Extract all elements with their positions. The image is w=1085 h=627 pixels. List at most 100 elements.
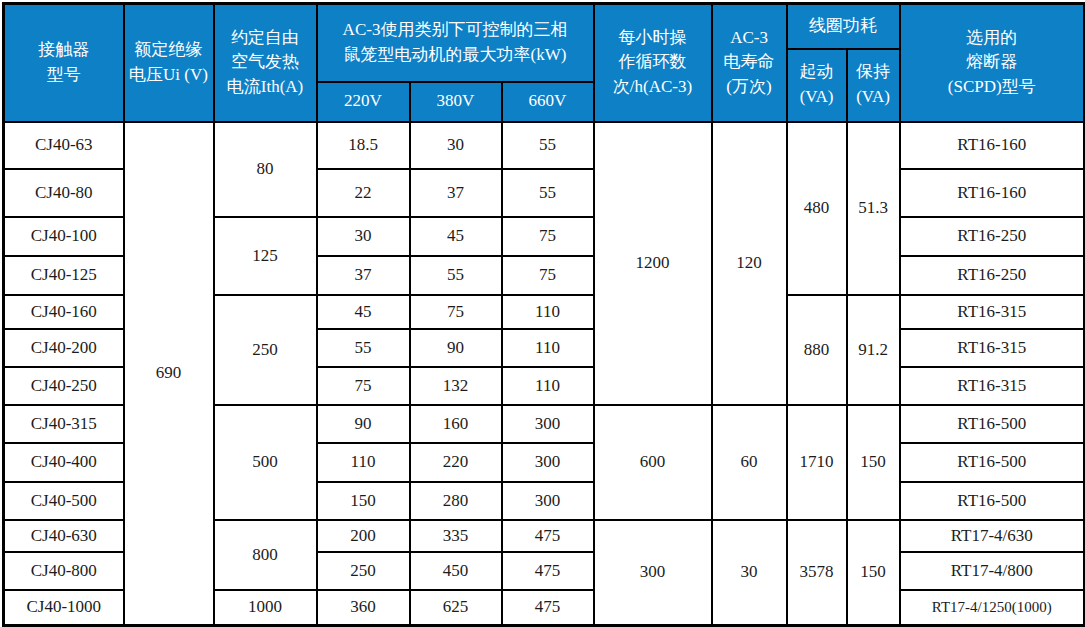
cell-p660: 75: [502, 256, 594, 295]
cell-fuse: RT16-315: [900, 367, 1085, 405]
header-operating-cycles: 每小时操 作循环数 次/h(AC-3): [594, 4, 712, 122]
cell-p220: 110: [317, 443, 410, 482]
cell-electrical-life: 60: [712, 405, 787, 520]
cell-p660: 55: [502, 122, 594, 169]
cell-p660: 110: [502, 329, 594, 367]
cell-p380: 280: [410, 482, 502, 520]
cell-fuse: RT16-500: [900, 443, 1085, 482]
cell-ith: 125: [214, 217, 317, 295]
cell-coil-start: 3578: [787, 520, 847, 626]
cell-p660: 300: [502, 482, 594, 520]
cell-fuse: RT16-250: [900, 217, 1085, 256]
header-rated-insulation-voltage: 额定绝缘 电压Ui (V): [124, 4, 214, 122]
header-model: 接触器 型号: [4, 4, 124, 122]
cell-p380: 160: [410, 405, 502, 443]
cell-p660: 300: [502, 443, 594, 482]
cell-p380: 30: [410, 122, 502, 169]
cell-p220: 30: [317, 217, 410, 256]
cell-ops-cycles: 300: [594, 520, 712, 626]
cell-p380: 450: [410, 552, 502, 590]
cell-coil-hold: 150: [847, 405, 900, 520]
cell-p220: 18.5: [317, 122, 410, 169]
cell-coil-start: 1710: [787, 405, 847, 520]
cell-p380: 45: [410, 217, 502, 256]
cell-p660: 475: [502, 590, 594, 626]
cell-model: CJ40-63: [4, 122, 124, 169]
cell-coil-hold: 51.3: [847, 122, 900, 295]
cell-model: CJ40-160: [4, 295, 124, 329]
cell-model: CJ40-630: [4, 520, 124, 552]
cell-electrical-life: 120: [712, 122, 787, 405]
cell-ops-cycles: 600: [594, 405, 712, 520]
page: 接触器 型号 额定绝缘 电压Ui (V) 约定自由 空气发热 电流Ith(A) …: [0, 0, 1085, 627]
cell-fuse: RT17-4/630: [900, 520, 1085, 552]
cell-fuse: RT16-315: [900, 295, 1085, 329]
cell-fuse: RT16-315: [900, 329, 1085, 367]
cell-p380: 132: [410, 367, 502, 405]
table-row: CJ40-63 690 80 18.5 30 55 1200 120 480 5…: [4, 122, 1085, 169]
cell-p220: 22: [317, 169, 410, 217]
cell-ith: 250: [214, 295, 317, 405]
cell-fuse: RT16-160: [900, 169, 1085, 217]
cell-model: CJ40-1000: [4, 590, 124, 626]
header-thermal-current: 约定自由 空气发热 电流Ith(A): [214, 4, 317, 122]
cell-model: CJ40-100: [4, 217, 124, 256]
cell-electrical-life: 30: [712, 520, 787, 626]
cell-p220: 55: [317, 329, 410, 367]
cell-coil-hold: 91.2: [847, 295, 900, 405]
cell-coil-hold: 150: [847, 520, 900, 626]
cell-ops-cycles: 1200: [594, 122, 712, 405]
cell-coil-start: 880: [787, 295, 847, 405]
cell-rated-voltage: 690: [124, 122, 214, 626]
cell-p220: 200: [317, 520, 410, 552]
cell-coil-start: 480: [787, 122, 847, 295]
header-max-power-group: AC-3使用类别下可控制的三相 鼠笼型电动机的最大功率(kW): [317, 4, 594, 82]
cell-p380: 75: [410, 295, 502, 329]
cell-p660: 75: [502, 217, 594, 256]
cell-p220: 75: [317, 367, 410, 405]
cell-p660: 55: [502, 169, 594, 217]
cell-fuse: RT17-4/800: [900, 552, 1085, 590]
header-voltage-380: 380V: [410, 82, 502, 122]
cell-fuse: RT16-160: [900, 122, 1085, 169]
header-voltage-660: 660V: [502, 82, 594, 122]
header-voltage-220: 220V: [317, 82, 410, 122]
cell-p380: 55: [410, 256, 502, 295]
cell-p660: 110: [502, 295, 594, 329]
cell-model: CJ40-800: [4, 552, 124, 590]
header-row-1: 接触器 型号 额定绝缘 电压Ui (V) 约定自由 空气发热 电流Ith(A) …: [4, 4, 1085, 49]
cell-p660: 110: [502, 367, 594, 405]
header-coil-start: 起动 (VA): [787, 49, 847, 122]
cell-model: CJ40-80: [4, 169, 124, 217]
table-header: 接触器 型号 额定绝缘 电压Ui (V) 约定自由 空气发热 电流Ith(A) …: [4, 4, 1085, 122]
cell-model: CJ40-250: [4, 367, 124, 405]
cell-fuse: RT16-250: [900, 256, 1085, 295]
contactor-spec-table: 接触器 型号 额定绝缘 电压Ui (V) 约定自由 空气发热 电流Ith(A) …: [2, 2, 1085, 627]
cell-p380: 90: [410, 329, 502, 367]
cell-model: CJ40-200: [4, 329, 124, 367]
cell-p220: 90: [317, 405, 410, 443]
cell-fuse: RT17-4/1250(1000): [900, 590, 1085, 626]
cell-ith: 800: [214, 520, 317, 590]
cell-p660: 475: [502, 520, 594, 552]
cell-p660: 300: [502, 405, 594, 443]
cell-model: CJ40-315: [4, 405, 124, 443]
cell-p220: 360: [317, 590, 410, 626]
cell-p380: 220: [410, 443, 502, 482]
cell-p220: 250: [317, 552, 410, 590]
cell-model: CJ40-400: [4, 443, 124, 482]
cell-model: CJ40-125: [4, 256, 124, 295]
cell-ith: 1000: [214, 590, 317, 626]
header-coil-power-group: 线圈功耗: [787, 4, 900, 49]
cell-fuse: RT16-500: [900, 405, 1085, 443]
cell-p380: 335: [410, 520, 502, 552]
cell-ith: 80: [214, 122, 317, 217]
cell-fuse: RT16-500: [900, 482, 1085, 520]
cell-p380: 37: [410, 169, 502, 217]
header-fuse-type: 选用的 熔断器 (SCPD)型号: [900, 4, 1085, 122]
cell-p220: 150: [317, 482, 410, 520]
cell-p220: 45: [317, 295, 410, 329]
cell-p660: 475: [502, 552, 594, 590]
cell-p220: 37: [317, 256, 410, 295]
table-body: CJ40-63 690 80 18.5 30 55 1200 120 480 5…: [4, 122, 1085, 626]
